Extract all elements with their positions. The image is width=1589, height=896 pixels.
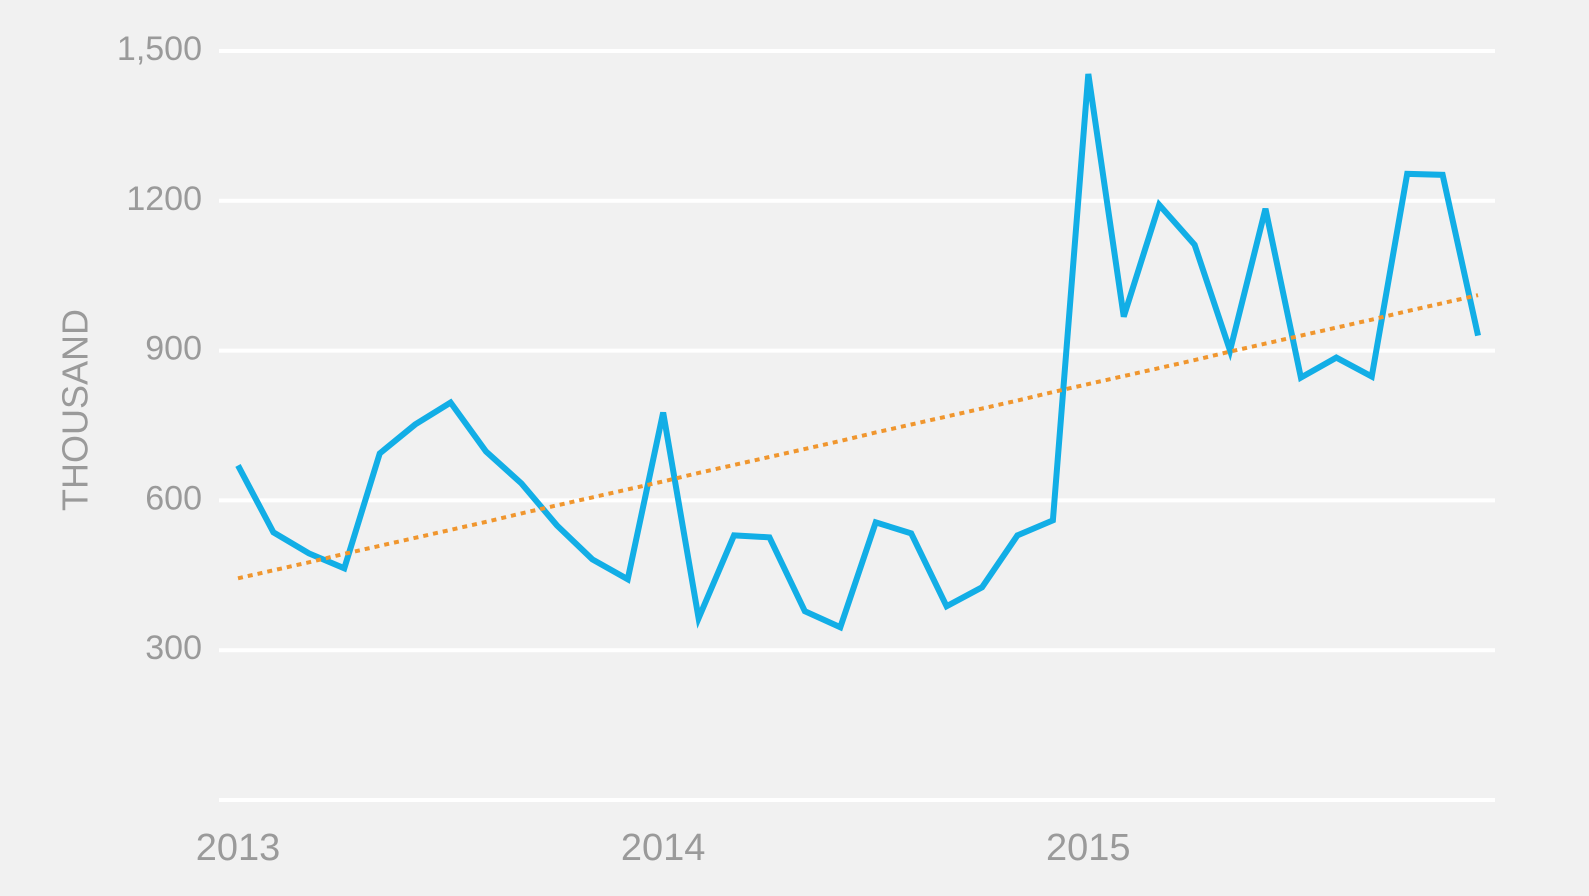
data-line [235,73,1481,632]
y-tick-label: 1,500 [117,30,202,68]
x-tick-label: 2014 [621,827,706,869]
y-tick-label: 300 [145,629,202,667]
y-tick-label: 600 [145,479,202,517]
trend-line [237,293,1479,581]
x-tick-label: 2013 [196,827,281,869]
y-tick-label: 900 [145,330,202,368]
y-axis-label: THOUSAND [55,309,96,511]
x-tick-label: 2015 [1046,827,1131,869]
y-tick-label: 1200 [126,180,202,218]
